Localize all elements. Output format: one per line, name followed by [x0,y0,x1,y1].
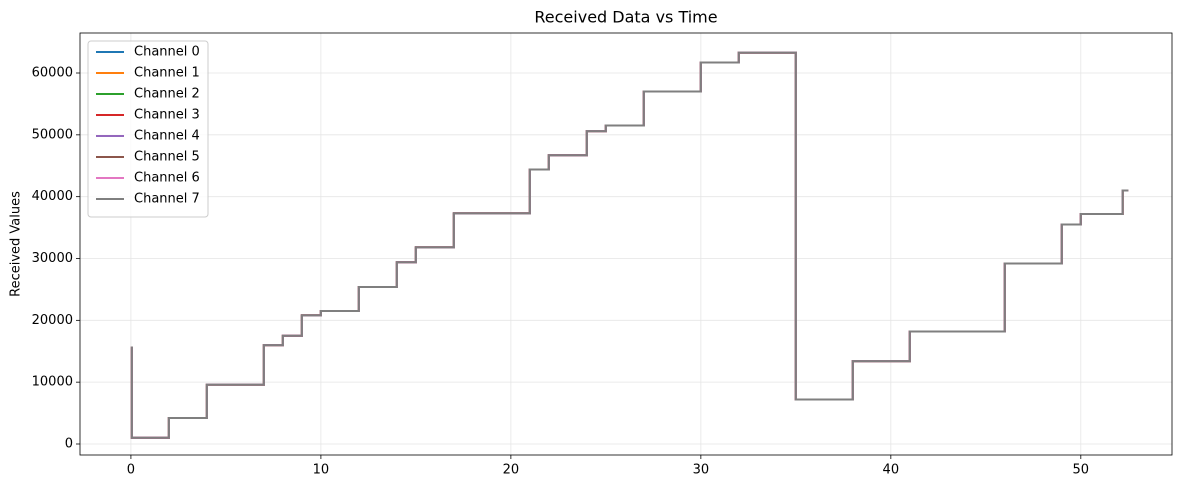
y-tick-label: 40000 [32,189,73,204]
data-line [130,51,1129,439]
legend-label: Channel 4 [134,129,200,144]
legend-box [87,40,209,218]
y-tick-label: 0 [65,436,73,451]
data-line [130,51,1129,439]
data-line [130,51,1129,439]
y-tick-label: 30000 [32,251,73,266]
data-line [130,51,1129,439]
y-tick-label: 20000 [32,313,73,328]
data-line [130,51,1129,439]
data-line [130,51,1129,439]
legend-label: Channel 3 [134,108,200,123]
y-tick-label: 10000 [32,375,73,390]
legend-label: Channel 1 [134,66,200,81]
legend-label: Channel 2 [134,87,200,102]
data-line [130,51,1129,439]
plot-frame [79,32,1173,456]
x-tick-label: 50 [1073,463,1090,478]
x-tick-label: 10 [313,463,330,478]
y-tick-label: 60000 [32,66,73,81]
legend-label: Channel 5 [134,150,200,165]
legend-label: Channel 0 [134,45,200,60]
y-tick-label: 50000 [32,127,73,142]
x-tick-label: 20 [503,463,520,478]
x-tick-label: 0 [127,463,135,478]
legend: Channel 0 Channel 1 Channel 2 Channel 3 Chan… [87,40,209,218]
data-line [130,51,1129,439]
legend-label: Channel 6 [134,171,200,186]
legend-label: Channel 7 [134,192,200,207]
chart-title: Received Data vs Time [534,8,717,27]
y-axis-label: Received Values [9,191,24,297]
x-tick-label: 30 [693,463,710,478]
x-tick-label: 40 [883,463,900,478]
